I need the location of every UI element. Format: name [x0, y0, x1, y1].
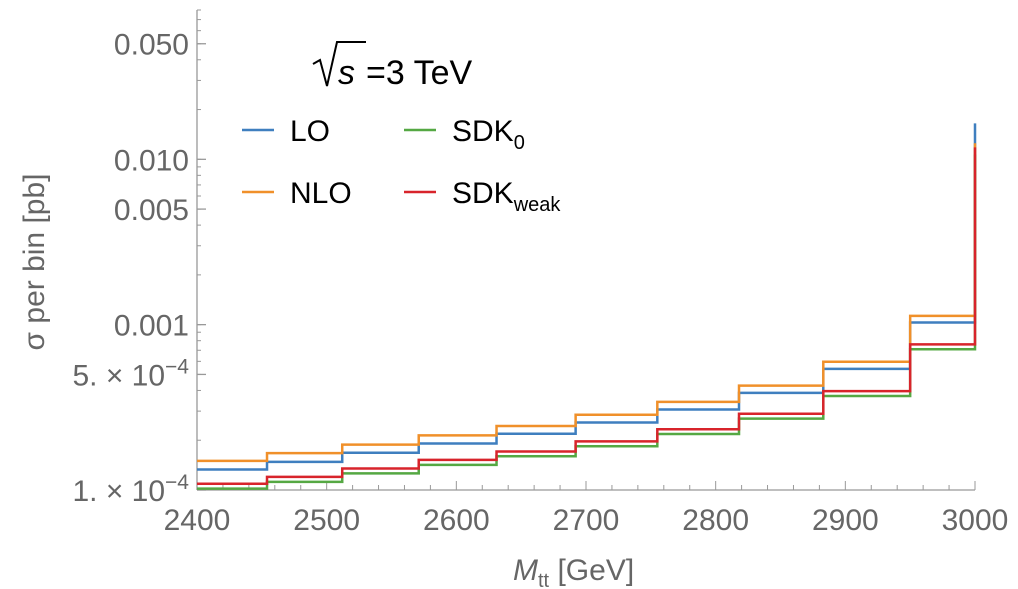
y-tick-mantissa: 1. × 10	[72, 475, 165, 508]
x-tick-label: 2600	[423, 504, 490, 537]
legend-label-sdk0: SDK0	[452, 115, 525, 154]
series-line-lo	[197, 123, 977, 471]
y-tick-exponent: −4	[165, 471, 189, 494]
legend-label-lo: LO	[290, 115, 330, 148]
x-axis-title-unit: [GeV]	[549, 554, 634, 587]
y-tick-exponent: −4	[165, 355, 189, 378]
legend-label-sdk0-sub: 0	[514, 132, 525, 154]
y-tick-label: 0.001	[114, 310, 189, 343]
y-tick-label: 0.050	[114, 29, 189, 62]
axes	[196, 10, 975, 491]
legend: LO SDK0 NLO SDKweak	[242, 115, 561, 216]
y-axis-title: σ per bin [pb]	[18, 174, 51, 351]
x-tick-label: 2400	[164, 504, 231, 537]
series-lines	[197, 123, 977, 490]
x-axis-title-sub: tt	[538, 570, 550, 589]
legend-label-nlo: NLO	[290, 177, 352, 210]
series-line-nlo	[197, 143, 977, 463]
energy-annotation: s =3 TeV	[312, 41, 473, 92]
legend-label-sdkweak-main: SDK	[452, 177, 514, 210]
x-axis-title-main: M	[513, 554, 538, 587]
legend-label-sdk0-main: SDK	[452, 115, 514, 148]
series-line-sdkweak	[197, 147, 977, 486]
x-axis-title: Mtt [GeV]	[513, 554, 634, 589]
x-tick-label: 2700	[553, 504, 620, 537]
annotation-text: =3 TeV	[366, 54, 473, 92]
annotation-variable: s	[338, 54, 355, 92]
x-tick-label: 2500	[293, 504, 360, 537]
legend-item-sdk0: SDK0	[404, 115, 525, 154]
legend-item-lo: LO	[242, 115, 330, 148]
y-tick-label: 1. × 10−4	[72, 471, 189, 508]
y-tick-label: 0.010	[114, 144, 189, 177]
legend-item-nlo: NLO	[242, 177, 352, 210]
legend-label-sdkweak: SDKweak	[452, 177, 561, 216]
y-tick-label: 0.005	[114, 194, 189, 227]
y-tick-mantissa: 5. × 10	[72, 359, 165, 392]
y-tick-label: 5. × 10−4	[72, 355, 189, 392]
legend-item-sdkweak: SDKweak	[404, 177, 561, 216]
x-ticks: 2400 2500 2600 2700 2800 2900 3000	[164, 481, 1009, 537]
x-tick-label: 2800	[682, 504, 749, 537]
x-tick-label: 3000	[942, 504, 1009, 537]
legend-label-sdkweak-sub: weak	[513, 194, 562, 216]
x-tick-label: 2900	[812, 504, 879, 537]
sqrt-sign	[312, 41, 366, 87]
